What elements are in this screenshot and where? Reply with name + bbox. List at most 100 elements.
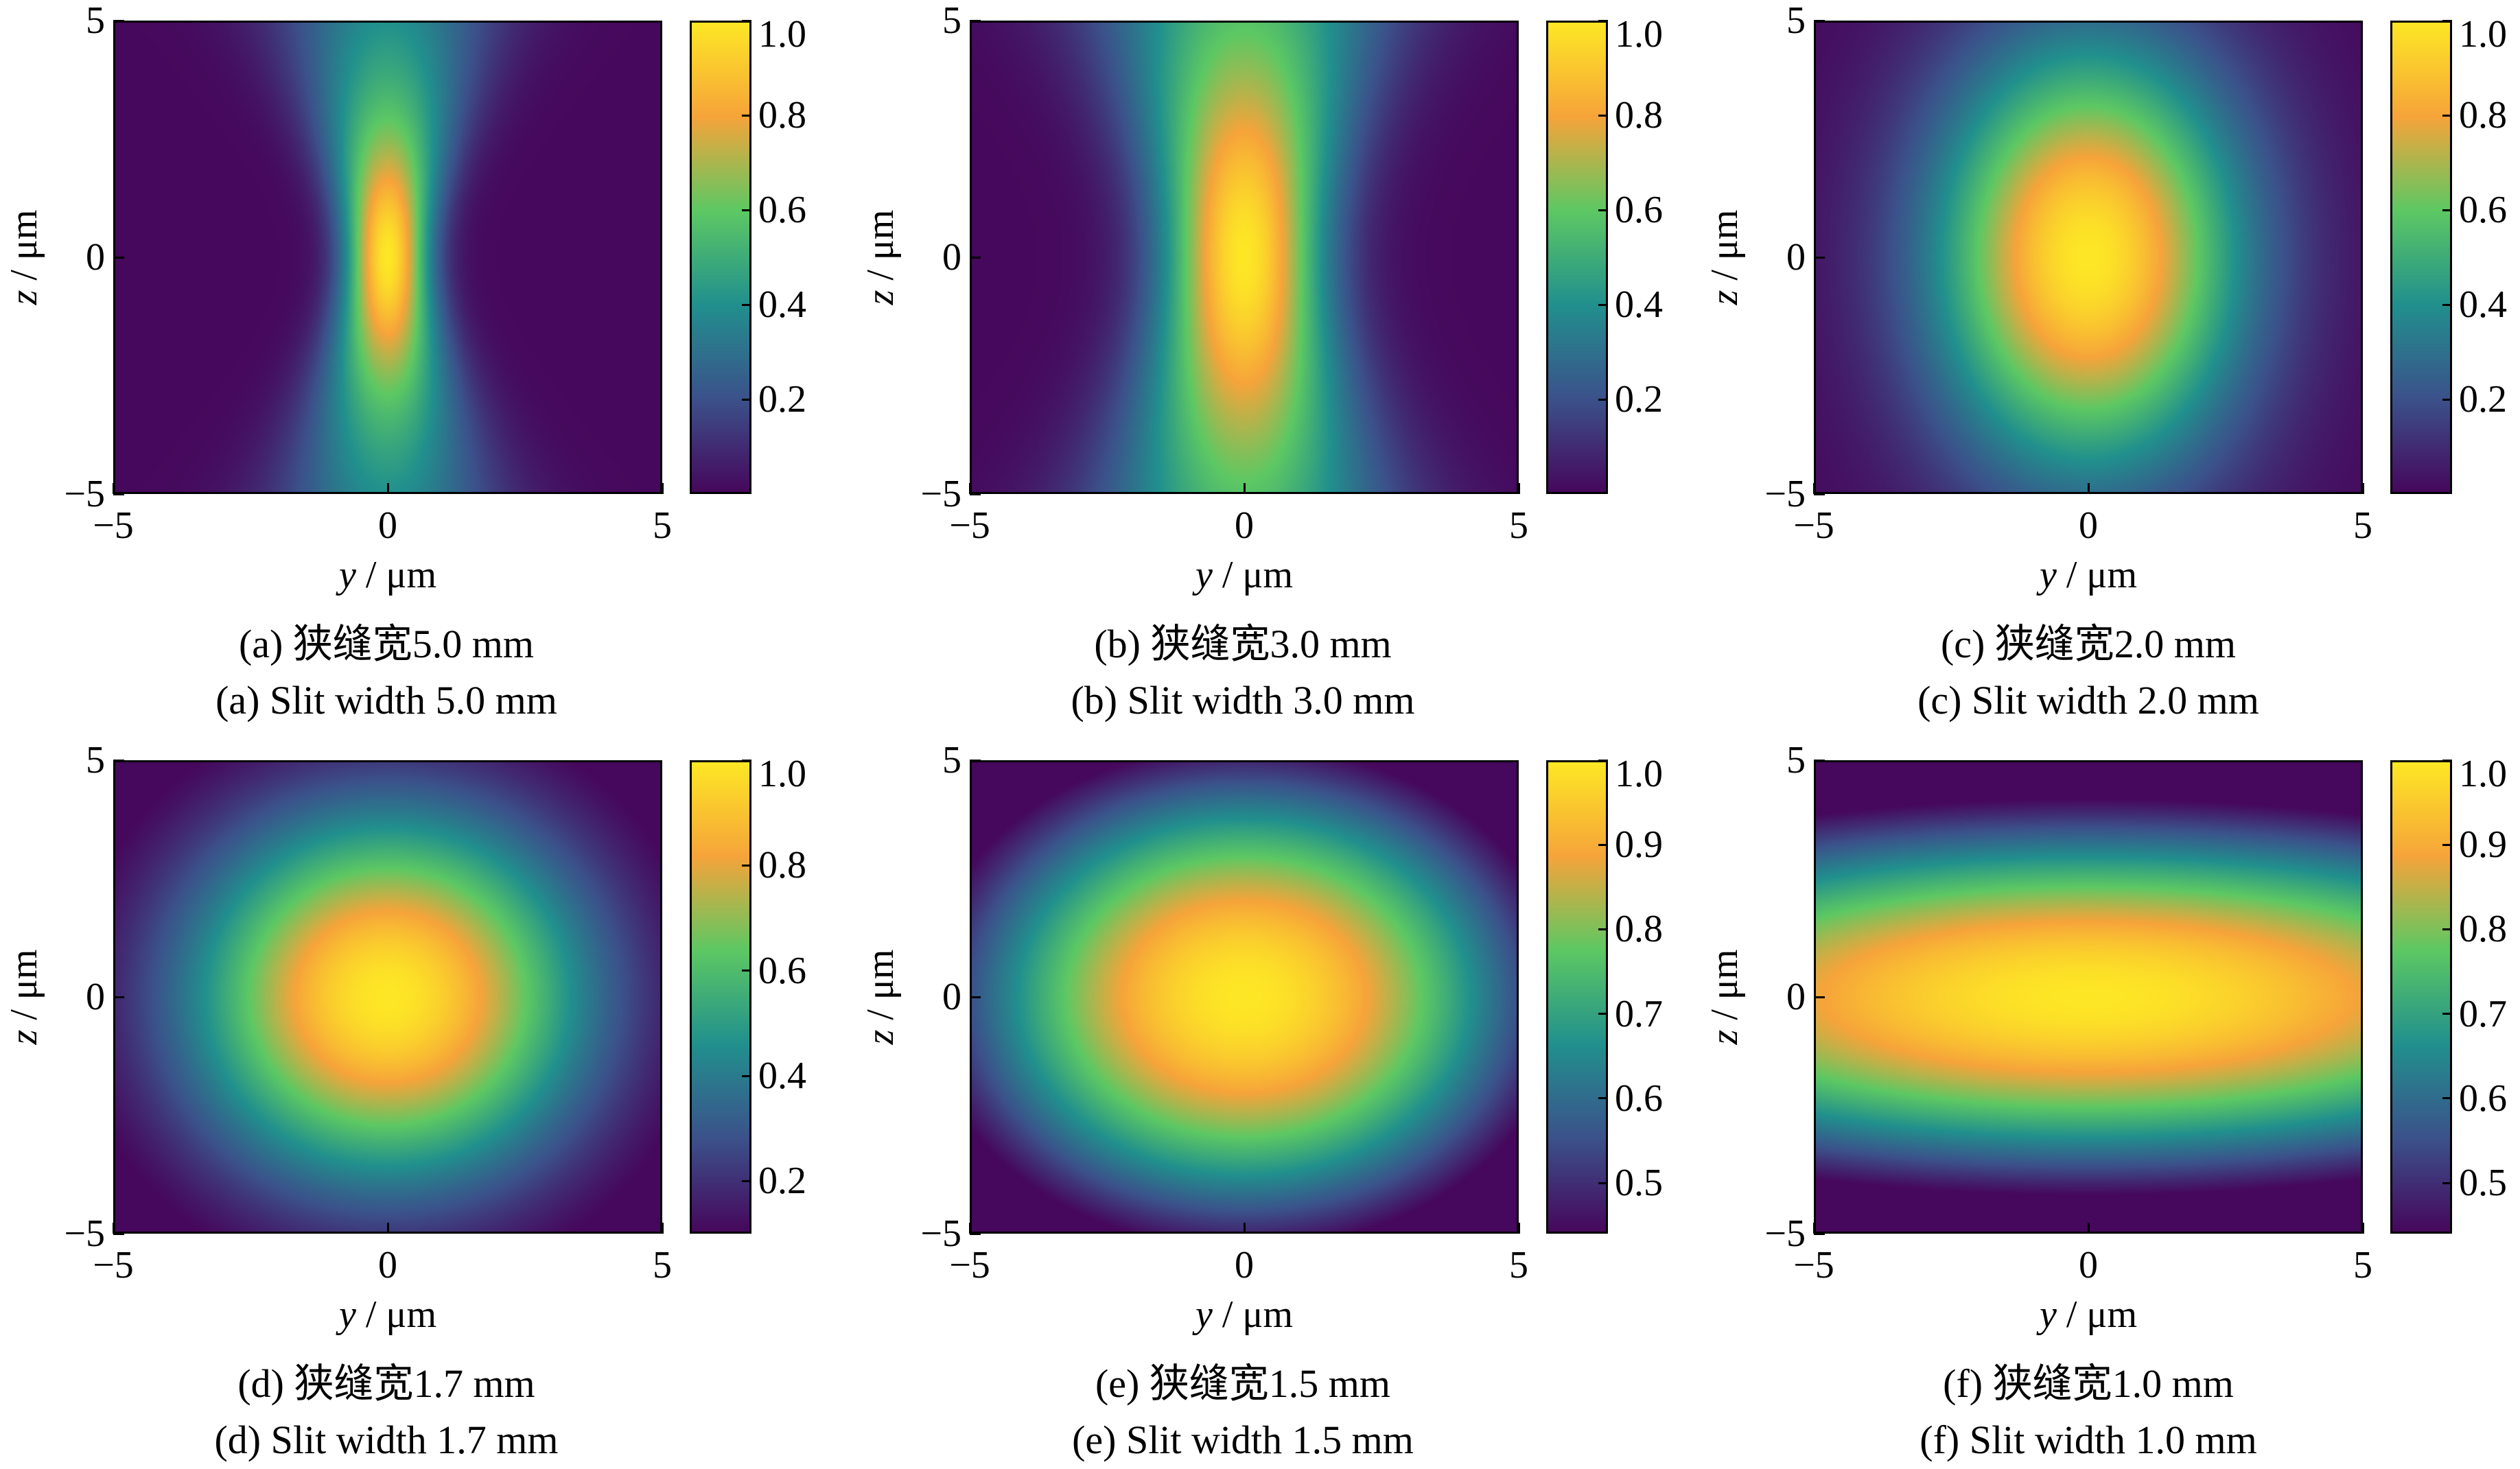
colorbar-tick-label: 0.6 (1615, 1077, 1663, 1120)
y-axis-unit: / μm (1703, 209, 1746, 290)
caption-chinese: (c) 狭缝宽2.0 mm (1940, 622, 2237, 666)
colorbar (1546, 21, 1608, 494)
x-tick-label: 5 (1509, 504, 1528, 547)
colorbar-tick-label: 0.5 (1615, 1162, 1663, 1205)
x-axis-unit: / μm (2056, 554, 2137, 596)
caption-chinese: (f) 狭缝宽1.0 mm (1943, 1361, 2234, 1406)
colorbar-tick (1598, 1013, 1608, 1015)
y-tick (970, 996, 981, 998)
colorbar-tick (1598, 398, 1608, 401)
y-tick (1814, 256, 1825, 259)
x-tick-label: −5 (949, 1244, 990, 1286)
x-axis-label: y / μm (1176, 1295, 1313, 1334)
y-tick-label: 5 (1786, 739, 1806, 781)
y-tick-label: −5 (64, 473, 105, 515)
y-tick-label: 0 (942, 976, 961, 1018)
y-axis-variable: z (1703, 1029, 1746, 1045)
colorbar-tick (742, 303, 751, 306)
y-tick (970, 1232, 981, 1235)
colorbar-tick (1598, 1182, 1608, 1184)
caption-english: (f) Slit width 1.0 mm (1920, 1418, 2257, 1462)
x-tick (968, 483, 971, 494)
x-tick (1812, 1223, 1815, 1234)
heatmap-plot (970, 760, 1519, 1234)
colorbar-tick-label: 0.2 (2459, 378, 2507, 421)
y-axis-variable: z (3, 1029, 45, 1045)
y-tick-label: −5 (1764, 473, 1806, 515)
y-tick (970, 759, 981, 762)
x-tick-label: −5 (949, 504, 990, 547)
y-axis-unit: / μm (859, 209, 902, 290)
colorbar-tick-label: 1.0 (758, 753, 806, 795)
x-tick (2087, 1223, 2090, 1234)
caption-english: (e) Slit width 1.5 mm (1072, 1418, 1414, 1462)
caption-english: (a) Slit width 5.0 mm (215, 678, 557, 722)
x-tick-label: 0 (2079, 1244, 2098, 1286)
colorbar-tick-label: 0.6 (2459, 1077, 2507, 1120)
y-tick-label: 0 (86, 236, 105, 279)
y-axis-label: z / μm (1703, 189, 1746, 326)
x-tick-label: 5 (653, 1244, 672, 1286)
colorbar-tick-label: 0.4 (1615, 283, 1663, 326)
y-tick-label: 0 (86, 976, 105, 1018)
x-tick-label: 5 (653, 504, 672, 547)
x-axis-label: y / μm (1176, 556, 1313, 594)
colorbar-tick (742, 398, 751, 401)
colorbar-tick-label: 1.0 (2459, 753, 2507, 795)
y-tick-label: 5 (942, 0, 961, 42)
colorbar-tick-label: 0.7 (2459, 992, 2507, 1035)
y-axis-label: z / μm (3, 189, 45, 326)
y-axis-variable: z (3, 290, 45, 305)
colorbar-tick (2442, 843, 2452, 846)
caption-chinese: (d) 狭缝宽1.7 mm (237, 1361, 535, 1406)
y-axis-unit: / μm (3, 209, 45, 290)
heatmap-plot (113, 760, 662, 1234)
x-axis-label: y / μm (2020, 1295, 2157, 1334)
x-tick-label: 0 (1235, 1244, 1254, 1286)
y-tick-label: −5 (64, 1212, 105, 1255)
colorbar-tick-label: 1.0 (1615, 13, 1663, 56)
heatmap-plot (970, 21, 1519, 494)
y-axis-unit: / μm (3, 949, 45, 1030)
y-tick (113, 256, 124, 259)
colorbar-tick-label: 0.6 (1615, 189, 1663, 231)
y-tick (1814, 996, 1825, 998)
x-tick-label: 0 (378, 1244, 397, 1286)
y-tick-label: 5 (1786, 0, 1806, 42)
y-tick (970, 256, 981, 259)
x-tick-label: 0 (2079, 504, 2098, 547)
colorbar-tick-label: 0.9 (1615, 823, 1663, 867)
x-axis-variable: y (339, 1293, 356, 1336)
caption-english: (c) Slit width 2.0 mm (1917, 678, 2259, 722)
colorbar-tick (742, 1179, 751, 1182)
colorbar-tick-label: 0.9 (2459, 823, 2507, 867)
colorbar-tick (2442, 114, 2452, 117)
colorbar-tick-label: 0.6 (758, 949, 806, 992)
colorbar-tick-label: 0.8 (1615, 94, 1663, 137)
caption-chinese: (e) 狭缝宽1.5 mm (1095, 1361, 1391, 1406)
y-tick (113, 493, 124, 495)
colorbar-tick (1598, 303, 1608, 306)
colorbar-tick (1598, 759, 1608, 762)
y-axis-variable: z (859, 290, 902, 305)
y-tick-label: 0 (1786, 976, 1806, 1018)
colorbar (2390, 21, 2452, 494)
y-tick (1814, 759, 1825, 762)
colorbar-tick-label: 1.0 (758, 13, 806, 56)
y-axis-label: z / μm (859, 189, 902, 326)
colorbar-tick (2442, 1097, 2452, 1100)
x-axis-variable: y (339, 554, 356, 596)
x-tick (661, 483, 664, 494)
colorbar-tick-label: 0.8 (2459, 94, 2507, 137)
y-axis-unit: / μm (859, 949, 902, 1030)
x-axis-unit: / μm (2056, 1293, 2137, 1336)
x-axis-label: y / μm (2020, 556, 2157, 594)
x-tick-label: −5 (1793, 1244, 1834, 1286)
colorbar-tick-label: 0.2 (758, 378, 806, 421)
x-axis-unit: / μm (355, 554, 436, 596)
colorbar-tick (742, 19, 751, 22)
x-axis-variable: y (2040, 554, 2057, 596)
colorbar-tick-label: 1.0 (2459, 13, 2507, 56)
colorbar-tick-label: 0.2 (758, 1160, 806, 1203)
x-axis-label: y / μm (319, 1295, 456, 1334)
